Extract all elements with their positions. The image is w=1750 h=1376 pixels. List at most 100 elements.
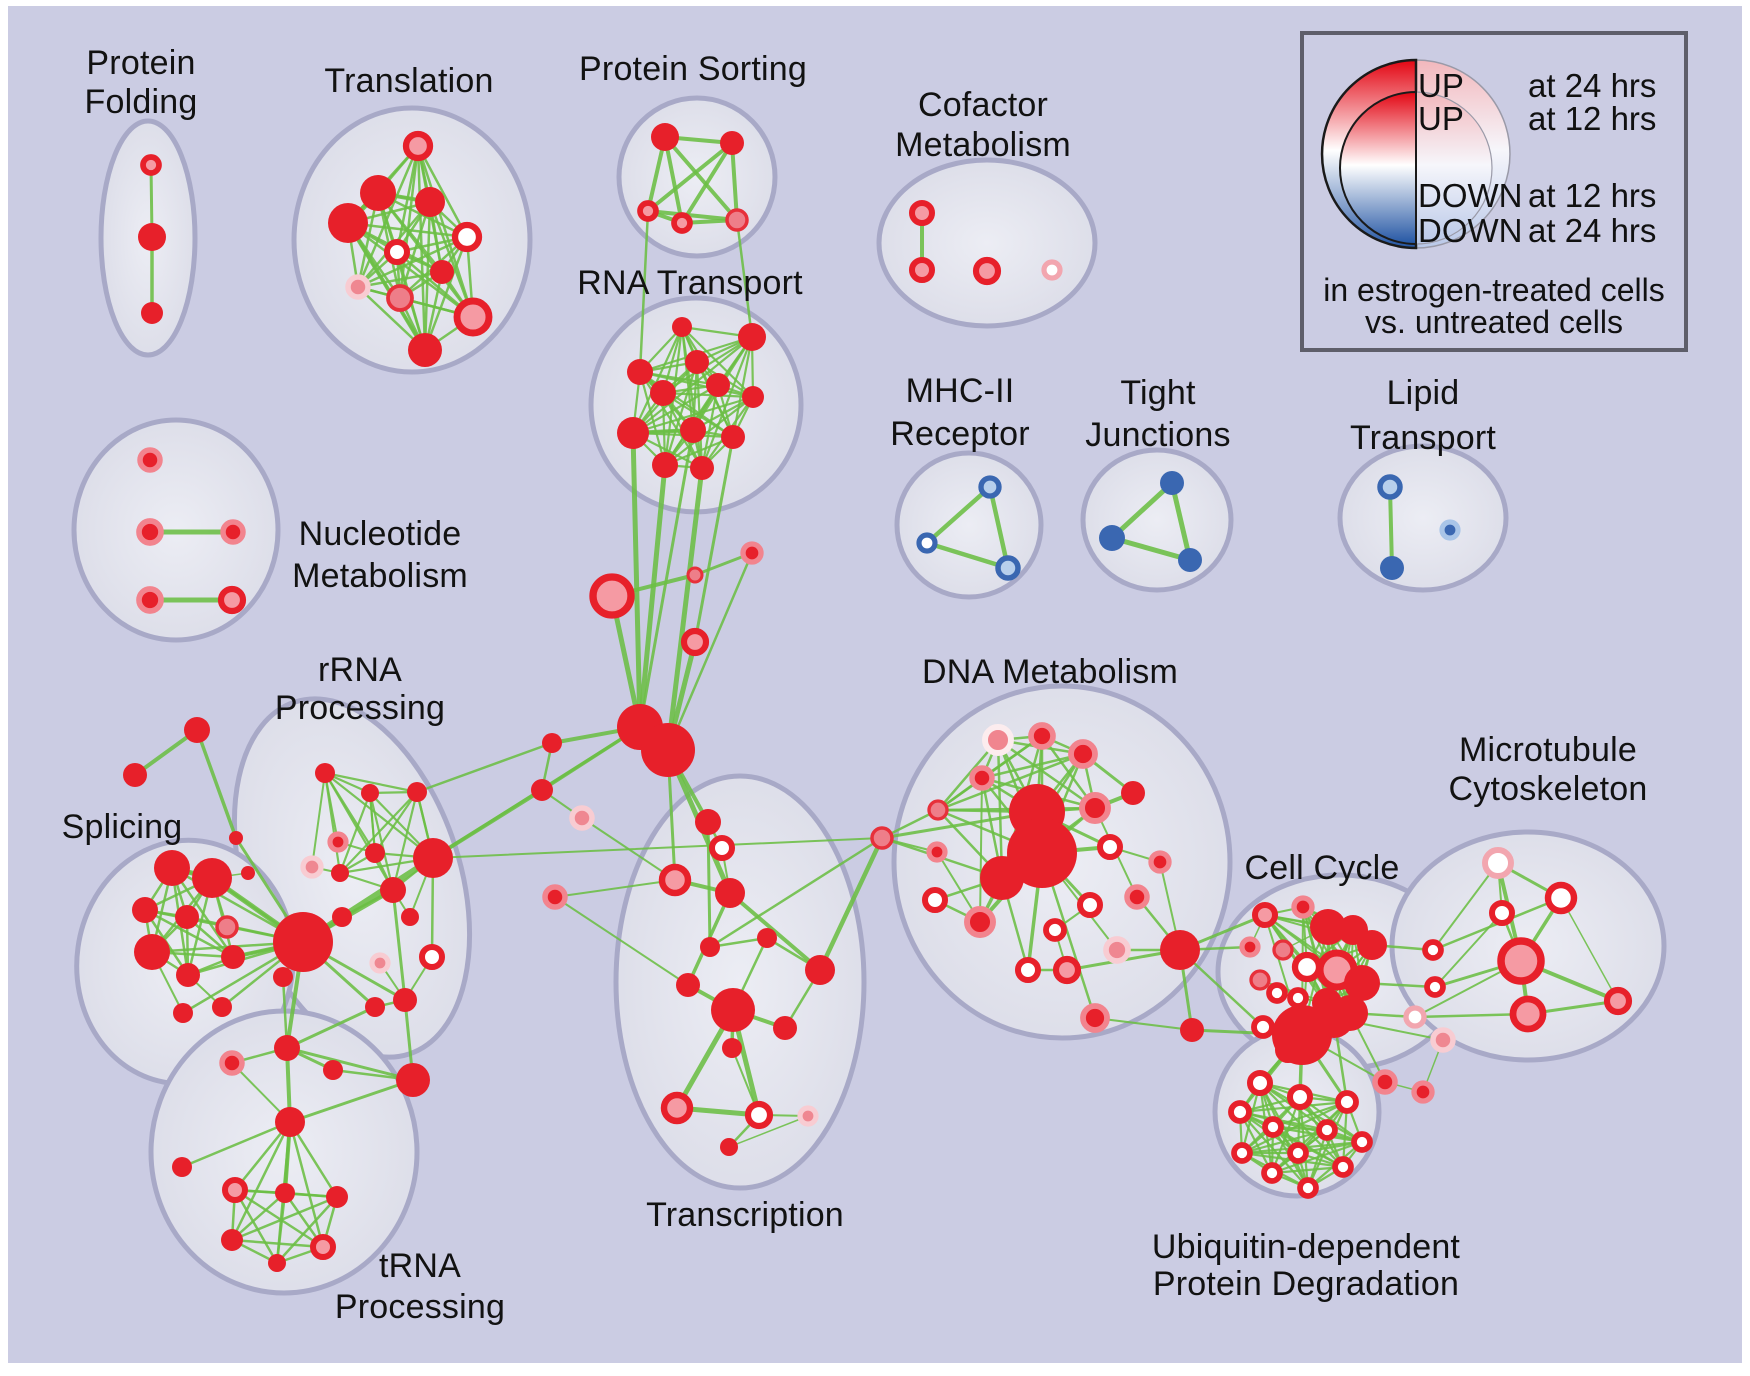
network-node-c0[interactable]: [870, 826, 894, 850]
network-node-t5[interactable]: [384, 239, 410, 265]
network-node-r8[interactable]: [680, 417, 706, 443]
network-node-r2[interactable]: [685, 350, 709, 374]
network-node-u4[interactable]: [1603, 986, 1633, 1016]
network-node-n3[interactable]: [136, 586, 164, 614]
network-node-p9[interactable]: [173, 1003, 193, 1023]
network-node-n1[interactable]: [136, 518, 164, 546]
network-node-b0[interactable]: [274, 1035, 300, 1061]
network-node-d14[interactable]: [964, 906, 996, 938]
network-node-d15[interactable]: [1124, 884, 1150, 910]
network-node-x14[interactable]: [715, 878, 745, 908]
network-node-b10[interactable]: [310, 1234, 336, 1260]
network-node-s0[interactable]: [651, 123, 679, 151]
network-node-h1[interactable]: [641, 723, 695, 777]
network-node-p8[interactable]: [212, 997, 232, 1017]
network-node-pf2[interactable]: [141, 302, 163, 324]
network-node-r6[interactable]: [742, 386, 764, 408]
network-node-c6[interactable]: [1272, 939, 1294, 961]
network-node-d5[interactable]: [927, 799, 949, 821]
network-node-s3[interactable]: [671, 212, 693, 234]
network-node-c12[interactable]: [1266, 982, 1288, 1004]
network-node-f0[interactable]: [909, 200, 935, 226]
network-node-c5[interactable]: [1357, 930, 1387, 960]
network-node-n4[interactable]: [217, 585, 247, 615]
network-node-d10[interactable]: [1097, 834, 1123, 860]
network-node-x6[interactable]: [722, 1038, 742, 1058]
network-node-q8[interactable]: [380, 877, 406, 903]
network-node-v9[interactable]: [1332, 1156, 1354, 1178]
network-node-x4[interactable]: [711, 988, 755, 1032]
network-node-b11[interactable]: [268, 1254, 286, 1272]
network-node-c24[interactable]: [1372, 1069, 1398, 1095]
network-node-q14[interactable]: [365, 997, 385, 1017]
network-node-c19[interactable]: [1314, 998, 1354, 1038]
network-node-b7[interactable]: [275, 1183, 295, 1203]
network-node-q3[interactable]: [327, 831, 349, 853]
network-node-q0[interactable]: [315, 763, 335, 783]
network-node-m2[interactable]: [740, 541, 764, 565]
network-node-tj2[interactable]: [1178, 548, 1202, 572]
network-node-d6[interactable]: [1079, 792, 1111, 824]
network-node-b3[interactable]: [396, 1063, 430, 1097]
network-node-m0[interactable]: [589, 573, 635, 619]
network-node-q13[interactable]: [393, 988, 417, 1012]
network-node-x3[interactable]: [805, 955, 835, 985]
network-node-f1[interactable]: [909, 257, 935, 283]
network-node-q12[interactable]: [419, 944, 445, 970]
network-node-d19[interactable]: [1052, 955, 1082, 985]
network-node-n2[interactable]: [220, 519, 246, 545]
network-node-q5[interactable]: [365, 843, 385, 863]
network-node-lt2[interactable]: [1439, 519, 1461, 541]
network-node-s4[interactable]: [725, 208, 749, 232]
network-node-r10[interactable]: [652, 452, 678, 478]
network-node-x5[interactable]: [773, 1016, 797, 1040]
network-node-c16[interactable]: [1251, 1015, 1275, 1039]
network-node-x9[interactable]: [797, 1105, 819, 1127]
network-node-b4[interactable]: [275, 1107, 305, 1137]
network-node-c25[interactable]: [1411, 1080, 1435, 1104]
network-node-d20[interactable]: [1103, 936, 1131, 964]
network-node-t9[interactable]: [453, 297, 493, 337]
network-node-q6[interactable]: [331, 864, 349, 882]
network-node-pf1[interactable]: [138, 223, 166, 251]
network-node-t0[interactable]: [402, 130, 434, 162]
network-node-d3[interactable]: [969, 765, 995, 791]
network-node-lt1[interactable]: [1380, 556, 1404, 580]
network-node-d18[interactable]: [1015, 957, 1041, 983]
network-node-v0[interactable]: [1247, 1070, 1273, 1096]
network-node-m1[interactable]: [686, 566, 704, 584]
network-node-u5[interactable]: [1509, 995, 1547, 1033]
network-node-x1[interactable]: [757, 928, 777, 948]
network-node-v10[interactable]: [1261, 1162, 1283, 1184]
network-node-d9[interactable]: [980, 856, 1024, 900]
network-node-mh1[interactable]: [916, 532, 938, 554]
network-node-n0[interactable]: [137, 447, 163, 473]
network-node-d8[interactable]: [1007, 818, 1077, 888]
network-node-t2[interactable]: [415, 187, 445, 217]
network-node-g1[interactable]: [123, 763, 147, 787]
network-node-d2[interactable]: [1068, 739, 1098, 769]
network-node-u0[interactable]: [1482, 847, 1514, 879]
network-node-c8[interactable]: [1291, 951, 1323, 983]
network-node-p1[interactable]: [192, 858, 232, 898]
network-node-l0[interactable]: [542, 733, 562, 753]
network-node-r11[interactable]: [690, 456, 714, 480]
network-node-pf0[interactable]: [140, 154, 162, 176]
network-node-q9[interactable]: [332, 907, 352, 927]
network-node-p5[interactable]: [134, 934, 170, 970]
network-node-mh0[interactable]: [978, 475, 1002, 499]
network-node-r7[interactable]: [617, 417, 649, 449]
network-node-p7[interactable]: [176, 963, 200, 987]
network-node-p6[interactable]: [221, 945, 245, 969]
network-node-mh2[interactable]: [995, 555, 1021, 581]
network-node-u3[interactable]: [1497, 937, 1545, 985]
network-node-d21[interactable]: [1160, 930, 1200, 970]
network-node-r3[interactable]: [627, 359, 653, 385]
network-node-m3[interactable]: [680, 627, 710, 657]
network-node-l2[interactable]: [569, 805, 595, 831]
network-node-d11[interactable]: [1148, 850, 1172, 874]
network-node-c2[interactable]: [1291, 895, 1315, 919]
network-node-r9[interactable]: [721, 425, 745, 449]
network-node-v3[interactable]: [1228, 1100, 1252, 1124]
network-node-v2[interactable]: [1335, 1090, 1359, 1114]
